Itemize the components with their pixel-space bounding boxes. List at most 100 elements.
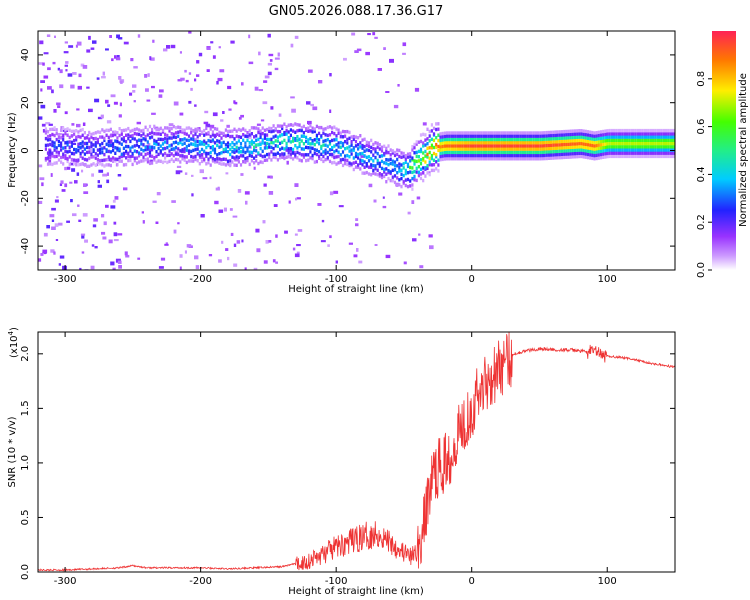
ridge-cell: [424, 133, 427, 137]
ridge-cell: [443, 131, 446, 135]
ridge-cell: [103, 152, 106, 157]
ridge-cell: [554, 136, 557, 141]
ridge-cell: [380, 159, 384, 164]
ridge-cell: [387, 169, 390, 173]
ridge-cell: [534, 137, 538, 142]
ridge-cell: [578, 148, 581, 152]
ridge-cell: [79, 128, 82, 133]
ridge-cell: [632, 128, 635, 133]
ridge-cell: [194, 132, 197, 136]
ridge-cell: [233, 137, 236, 141]
ridge-cell: [606, 129, 609, 133]
ridge-cell: [235, 129, 238, 133]
snr-frame: [37, 331, 676, 573]
ridge-cell: [135, 161, 139, 165]
ridge-cell: [567, 132, 570, 137]
ridge-cell: [450, 157, 453, 161]
noise-cell: [132, 84, 137, 88]
noise-cell: [105, 204, 109, 208]
ridge-cell: [474, 131, 477, 135]
noise-cell: [193, 138, 197, 143]
noise-cell: [47, 152, 53, 157]
ridge-cell: [582, 145, 585, 149]
ridge-cell: [411, 170, 414, 175]
noise-cell: [58, 222, 63, 226]
ridge-cell: [261, 154, 264, 159]
noise-cell: [312, 106, 318, 111]
ridge-cell: [138, 160, 141, 164]
ridge-cell: [289, 133, 292, 137]
ridge-cell: [68, 145, 71, 149]
ridge-cell: [337, 150, 340, 154]
x-tick-label: 0: [469, 274, 475, 285]
noise-cell: [66, 220, 70, 223]
ridge-cell: [77, 163, 80, 167]
ridge-cell: [623, 145, 626, 149]
ridge-cell: [363, 137, 366, 141]
ridge-cell: [376, 168, 379, 172]
noise-cell: [367, 33, 371, 36]
ridge-cell: [322, 131, 325, 135]
ridge-cell: [120, 129, 123, 133]
ridge-cell: [292, 136, 295, 141]
ridge-cell: [432, 163, 436, 167]
noise-cell: [393, 104, 399, 109]
ridge-cell: [263, 136, 266, 140]
ridge-cell: [346, 137, 349, 142]
ridge-cell: [441, 148, 444, 152]
ridge-cell: [146, 147, 149, 151]
ridge-cell: [485, 144, 488, 148]
ridge-cell: [645, 148, 648, 152]
ridge-cell: [181, 154, 184, 158]
ridge-cell: [142, 132, 145, 136]
ridge-cell: [253, 148, 256, 152]
ridge-cell: [359, 134, 362, 138]
ridge-cell: [244, 156, 247, 161]
ridge-cell: [168, 153, 171, 157]
ridge-cell: [335, 155, 338, 159]
ridge-cell: [344, 130, 347, 134]
noise-cell: [77, 85, 82, 90]
ridge-cell: [554, 156, 557, 160]
ridge-cell: [576, 132, 579, 136]
ridge-cell: [292, 151, 295, 155]
ridge-cell: [404, 154, 407, 158]
ridge-cell: [482, 150, 485, 155]
ridge-cell: [623, 138, 626, 142]
ridge-cell: [467, 144, 470, 148]
noise-cell: [57, 67, 60, 71]
ridge-cell: [515, 134, 518, 138]
ridge-cell: [66, 127, 69, 131]
ridge-cell: [493, 157, 496, 161]
ridge-cell: [560, 130, 564, 134]
ridge-cell: [51, 143, 54, 148]
noise-cell: [168, 123, 174, 127]
ridge-cell: [333, 155, 336, 160]
noise-cell: [106, 172, 109, 176]
ridge-cell: [415, 142, 418, 146]
ridge-cell: [370, 145, 373, 150]
ridge-cell: [658, 151, 661, 155]
ridge-cell: [554, 130, 557, 134]
ridge-cell: [255, 134, 258, 138]
ridge-cell: [174, 140, 178, 144]
noise-cell: [166, 45, 171, 49]
noise-cell: [180, 77, 185, 81]
ridge-cell: [463, 141, 466, 145]
ridge-cell: [578, 132, 581, 136]
ridge-cell: [576, 142, 579, 146]
ridge-cell: [534, 134, 538, 138]
ridge-cell: [465, 147, 468, 151]
ridge-cell: [198, 128, 201, 133]
ridge-cell: [335, 148, 338, 153]
noise-cell: [292, 247, 296, 251]
ridge-cell: [357, 147, 360, 151]
ridge-cell: [250, 159, 253, 163]
ridge-cell: [250, 142, 253, 146]
ridge-cell: [250, 139, 253, 143]
ridge-cell: [439, 158, 442, 162]
ridge-cell: [294, 144, 297, 148]
ridge-cell: [268, 129, 271, 133]
ridge-cell: [103, 136, 106, 141]
ridge-cell: [122, 136, 125, 140]
